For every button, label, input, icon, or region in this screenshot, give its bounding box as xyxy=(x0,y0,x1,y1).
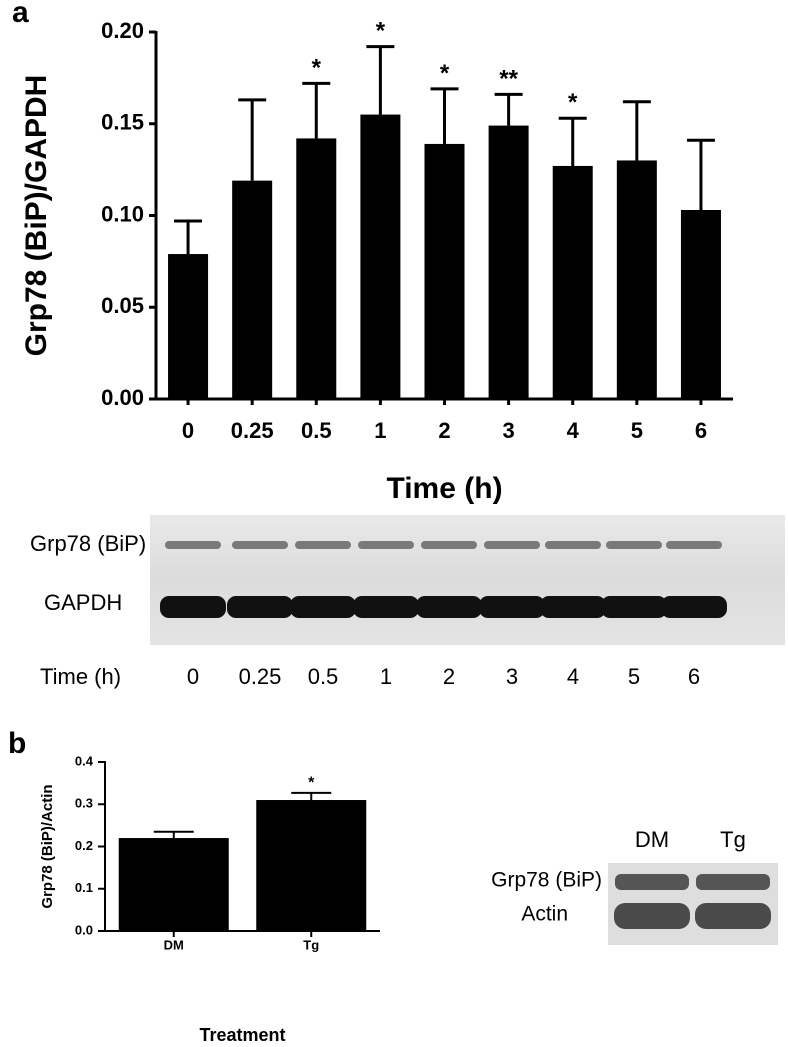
protein-band xyxy=(545,541,601,549)
protein-band xyxy=(421,541,477,549)
y-tick-label: 0.10 xyxy=(101,201,144,226)
blot-lane-label: 3 xyxy=(506,664,518,689)
x-axis-title: Time (h) xyxy=(386,472,502,505)
blot-lane-label: Tg xyxy=(720,827,746,852)
blot-lane-label: 0 xyxy=(187,664,199,689)
bar xyxy=(488,125,529,400)
protein-band xyxy=(606,541,662,549)
x-tick-label: 4 xyxy=(567,418,580,443)
significance-mark: * xyxy=(312,54,322,81)
x-tick-label: 1 xyxy=(374,418,386,443)
y-tick-label: 0.2 xyxy=(75,838,93,853)
blot-lane-label: 6 xyxy=(688,664,700,689)
bar xyxy=(232,180,273,399)
blot-row-label: GAPDH xyxy=(44,590,122,615)
y-tick-label: 0.0 xyxy=(75,922,93,937)
bar xyxy=(168,254,209,399)
bar xyxy=(616,160,657,399)
bar xyxy=(296,138,337,399)
y-axis-title: Grp78 (BiP)/GAPDH xyxy=(20,75,53,357)
blot-lane-label: 2 xyxy=(443,664,455,689)
y-tick-label: 0.15 xyxy=(101,110,144,135)
blot-lane-label: DM xyxy=(635,827,669,852)
blot-lane-label: 0.5 xyxy=(308,664,339,689)
x-tick-label: 6 xyxy=(695,418,707,443)
significance-mark: ** xyxy=(499,65,518,92)
x-tick-label: 0 xyxy=(182,418,194,443)
y-tick-label: 0.20 xyxy=(101,18,144,43)
protein-band xyxy=(540,596,606,618)
blot-lane-label: 1 xyxy=(380,664,392,689)
protein-band xyxy=(358,541,414,549)
protein-band xyxy=(484,541,540,549)
bar xyxy=(256,800,367,931)
protein-band xyxy=(416,596,482,618)
x-tick-label: 5 xyxy=(631,418,643,443)
significance-mark: * xyxy=(376,18,386,45)
x-tick-label: 0.25 xyxy=(231,418,274,443)
blot-row-label: Grp78 (BiP) xyxy=(491,869,602,892)
y-tick-label: 0.05 xyxy=(101,293,144,318)
blot-row-label: Grp78 (BiP) xyxy=(30,531,146,556)
protein-band xyxy=(227,596,293,618)
protein-band xyxy=(290,596,356,618)
x-tick-label: 3 xyxy=(502,418,514,443)
x-axis-title: Treatment xyxy=(199,1025,285,1045)
blot-row-label: Actin xyxy=(521,903,568,926)
blot-bands xyxy=(614,874,771,929)
protein-band xyxy=(615,874,689,890)
protein-band xyxy=(614,903,690,929)
bar xyxy=(360,114,401,399)
blot-bands xyxy=(160,541,727,618)
bar xyxy=(424,143,465,399)
bar xyxy=(680,209,721,399)
y-axis-title: Grp78 (BiP)/Actin xyxy=(39,784,56,908)
protein-band xyxy=(165,541,221,549)
y-tick-label: 0.00 xyxy=(101,385,144,410)
x-tick-label: 2 xyxy=(438,418,450,443)
protein-band xyxy=(295,541,351,549)
blot-membrane xyxy=(150,515,785,645)
blot-lane-label: 5 xyxy=(628,664,640,689)
protein-band xyxy=(695,903,771,929)
significance-mark: * xyxy=(440,60,450,87)
protein-band xyxy=(232,541,288,549)
blot-lane-label: 4 xyxy=(567,664,579,689)
panel-label: b xyxy=(8,727,26,760)
y-tick-label: 0.4 xyxy=(75,753,94,768)
protein-band xyxy=(353,596,419,618)
blot-lane-label: 0.25 xyxy=(239,664,282,689)
protein-band xyxy=(479,596,545,618)
protein-band xyxy=(601,596,667,618)
bar xyxy=(552,165,593,399)
protein-band xyxy=(696,874,770,890)
panel-label: a xyxy=(12,0,29,29)
y-tick-label: 0.1 xyxy=(75,880,93,895)
protein-band xyxy=(666,541,722,549)
y-tick-label: 0.3 xyxy=(75,796,93,811)
x-tick-label: 0.5 xyxy=(301,418,332,443)
x-tick-label: Tg xyxy=(303,937,319,952)
significance-mark: * xyxy=(308,774,315,791)
protein-band xyxy=(160,596,226,618)
protein-band xyxy=(661,596,727,618)
bar xyxy=(118,838,229,931)
x-tick-label: DM xyxy=(164,937,184,952)
significance-mark: * xyxy=(568,89,578,116)
blot-lane-title: Time (h) xyxy=(40,664,121,689)
